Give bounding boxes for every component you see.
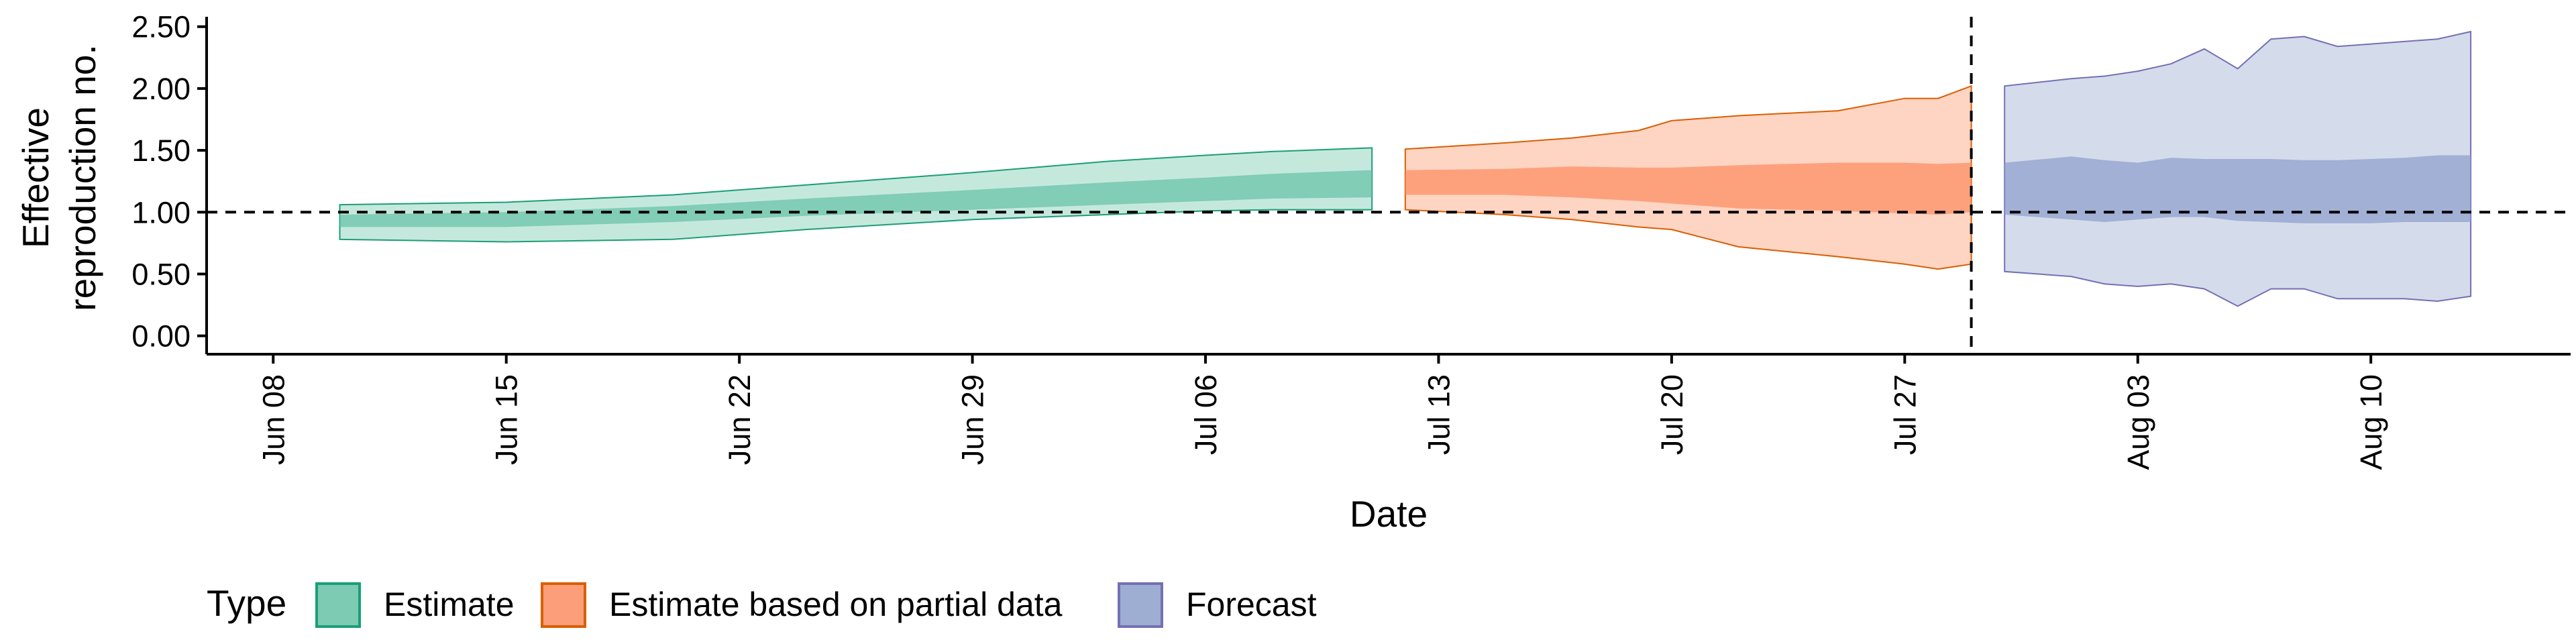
legend-label-series-1: Estimate bbox=[384, 586, 515, 623]
legend-key-series-1 bbox=[315, 582, 361, 628]
x-tick-label-6: Jul 20 bbox=[1655, 374, 1689, 455]
series-2-inner-band bbox=[1405, 162, 1972, 215]
series-1-inner-band bbox=[339, 170, 1373, 227]
x-tick-label-2: Jun 22 bbox=[722, 374, 757, 465]
legend-label-series-2: Estimate based on partial data bbox=[609, 586, 1063, 623]
y-tick-label-4: 2.00 bbox=[131, 72, 191, 106]
x-tick-label-8: Aug 03 bbox=[2121, 374, 2155, 470]
legend-label-series-3: Forecast bbox=[1186, 586, 1317, 623]
y-axis-title-line2: reproduction no. bbox=[62, 44, 103, 311]
legend-key-series-2 bbox=[541, 582, 586, 628]
legend: Type Estimate Estimate based on partial d… bbox=[207, 582, 1317, 628]
series-3-inner-band bbox=[2004, 155, 2471, 223]
x-tick-label-9: Aug 10 bbox=[2354, 374, 2388, 470]
y-tick-label-0: 0.00 bbox=[131, 319, 191, 354]
y-axis-title-line1: Effective bbox=[15, 107, 56, 248]
legend-title: Type bbox=[207, 582, 286, 624]
legend-key-series-3 bbox=[1118, 582, 1163, 628]
bands-layer bbox=[339, 30, 2472, 307]
y-tick-label-3: 1.50 bbox=[131, 133, 191, 168]
x-tick-label-0: Jun 08 bbox=[256, 374, 290, 465]
x-axis-title: Date bbox=[1350, 493, 1428, 535]
y-tick-label-1: 0.50 bbox=[131, 257, 191, 291]
x-tick-label-3: Jun 29 bbox=[956, 374, 990, 465]
x-tick-label-7: Jul 27 bbox=[1888, 374, 1922, 455]
y-tick-label-5: 2.50 bbox=[131, 10, 191, 44]
y-tick-label-2: 1.00 bbox=[131, 195, 191, 229]
x-tick-label-5: Jul 13 bbox=[1421, 374, 1456, 455]
x-tick-label-4: Jul 06 bbox=[1189, 374, 1223, 455]
axes: 0.00 0.50 1.00 1.50 2.00 2.50 Jun 08 Jun 15 Jun … bbox=[131, 10, 2571, 470]
x-tick-label-1: Jun 15 bbox=[490, 374, 524, 465]
